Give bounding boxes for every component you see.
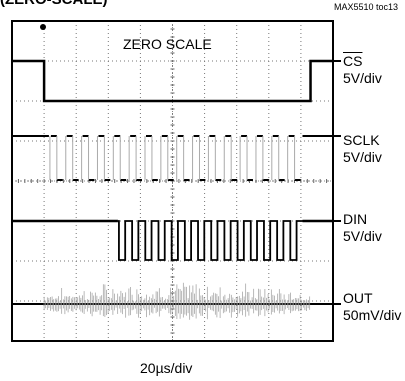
x-scale-label: 20µs/div	[140, 360, 193, 376]
channel-scale-din: 5V/div	[343, 228, 382, 244]
trace-din	[117, 220, 303, 261]
channel-name-sclk: SCLK	[343, 132, 380, 148]
channel-scale-cs: 5V/div	[343, 70, 382, 86]
channel-label-sclk: SCLK 5V/div	[343, 132, 382, 166]
scope-frame	[11, 20, 334, 342]
trigger-marker	[40, 24, 46, 30]
channel-scale-out: 50mV/div	[343, 307, 402, 323]
chart-title-fragment: (ZERO-SCALE)	[0, 0, 108, 8]
part-number: MAX5510 toc13	[334, 2, 399, 12]
channel-name-cs: CS	[343, 53, 363, 69]
channel-label-din: DIN 5V/div	[343, 211, 382, 245]
channel-label-cs: CS 5V/div	[343, 53, 382, 87]
trace-cs	[12, 59, 333, 103]
channel-name-din: DIN	[343, 211, 368, 227]
channel-scale-sclk: 5V/div	[343, 149, 382, 165]
channel-name-out: OUT	[343, 290, 373, 306]
channel-label-out: OUT 50mV/div	[343, 290, 401, 324]
scope-title: ZERO SCALE	[123, 36, 212, 52]
